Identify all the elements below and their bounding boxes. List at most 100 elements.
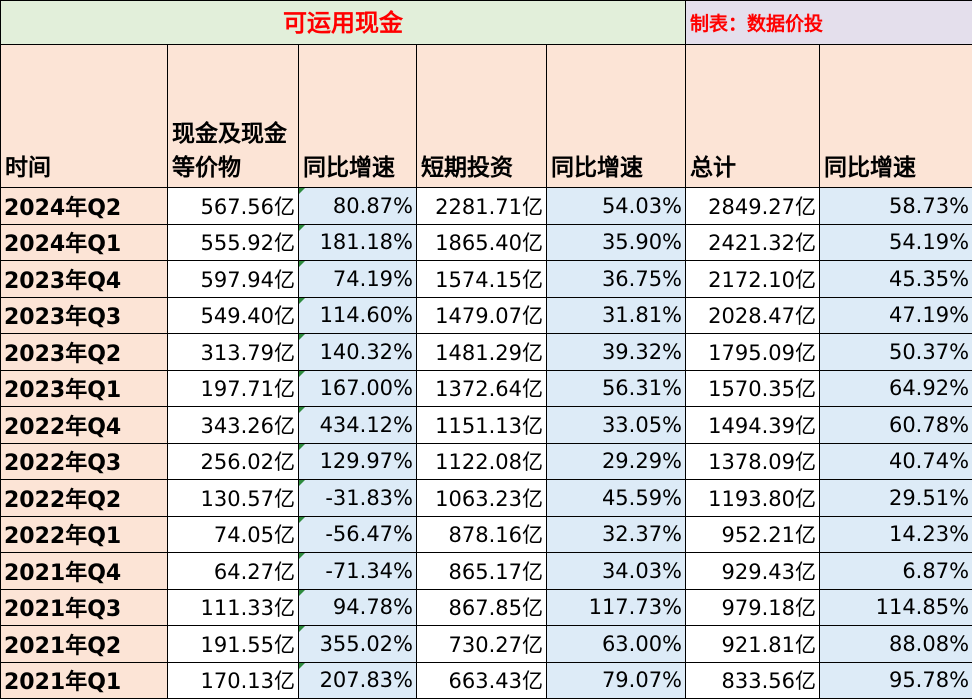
cell-total: 1570.35亿 (685, 369, 821, 407)
cell-total-yoy: 47.19% (819, 296, 972, 334)
header-row: 时间 现金及现金等价物 同比增速 短期投资 同比增速 总计 同比增速 (0, 44, 972, 188)
cell-time: 2022年Q1 (0, 515, 168, 553)
cell-total: 952.21亿 (685, 515, 821, 553)
table-row: 2022年Q4 343.26亿 434.12% 1151.13亿 33.05% 1494.… (0, 406, 972, 444)
cell-short-term-investment: 1574.15亿 (416, 260, 547, 298)
cell-total-yoy: 14.23% (819, 515, 972, 553)
cell-short-term-investment-yoy: 36.75% (545, 260, 687, 298)
table-credit: 制表：数据价投 (685, 0, 972, 45)
cell-cash-yoy: 129.97% (298, 442, 417, 480)
cell-short-term-investment: 730.27亿 (416, 625, 547, 663)
title-row: 可运用现金 制表：数据价投 (0, 0, 972, 45)
table-row: 2023年Q2 313.79亿 140.32% 1481.29亿 39.32% 1795.… (0, 333, 972, 371)
cell-total: 833.56亿 (685, 661, 821, 699)
cell-total-yoy: 95.78% (819, 661, 972, 699)
table-row: 2023年Q1 197.71亿 167.00% 1372.64亿 56.31% 1570.… (0, 369, 972, 407)
cell-short-term-investment: 663.43亿 (416, 661, 547, 699)
cell-cash: 567.56亿 (167, 187, 299, 225)
cell-time: 2021年Q1 (0, 661, 168, 699)
cell-short-term-investment-yoy: 29.29% (545, 442, 687, 480)
cell-cash: 256.02亿 (167, 442, 299, 480)
cell-short-term-investment: 1865.40亿 (416, 223, 547, 261)
cell-total-yoy: 29.51% (819, 479, 972, 517)
table-row: 2022年Q2 130.57亿 -31.83% 1063.23亿 45.59% 1193.… (0, 479, 972, 517)
cell-total-yoy: 54.19% (819, 223, 972, 261)
cell-total-yoy: 114.85% (819, 588, 972, 626)
cell-time: 2023年Q3 (0, 296, 168, 334)
cell-cash-yoy: 80.87% (298, 187, 417, 225)
cell-short-term-investment-yoy: 33.05% (545, 406, 687, 444)
cell-cash: 111.33亿 (167, 588, 299, 626)
cell-time: 2021年Q4 (0, 552, 168, 590)
cell-short-term-investment-yoy: 56.31% (545, 369, 687, 407)
cell-time: 2023年Q2 (0, 333, 168, 371)
cell-cash: 74.05亿 (167, 515, 299, 553)
cell-total: 1378.09亿 (685, 442, 821, 480)
cell-total: 1795.09亿 (685, 333, 821, 371)
header-cash: 现金及现金等价物 (167, 44, 299, 188)
cell-cash-yoy: 94.78% (298, 588, 417, 626)
table-row: 2021年Q2 191.55亿 355.02% 730.27亿 63.00% 921.81… (0, 625, 972, 663)
cell-total: 2172.10亿 (685, 260, 821, 298)
cell-short-term-investment-yoy: 54.03% (545, 187, 687, 225)
cell-short-term-investment-yoy: 79.07% (545, 661, 687, 699)
cell-time: 2023年Q4 (0, 260, 168, 298)
cell-short-term-investment: 1151.13亿 (416, 406, 547, 444)
cell-cash: 555.92亿 (167, 223, 299, 261)
cell-short-term-investment: 1063.23亿 (416, 479, 547, 517)
cell-cash-yoy: -31.83% (298, 479, 417, 517)
header-time: 时间 (0, 44, 168, 188)
cell-total-yoy: 45.35% (819, 260, 972, 298)
cell-total-yoy: 60.78% (819, 406, 972, 444)
cell-short-term-investment: 1481.29亿 (416, 333, 547, 371)
cell-total-yoy: 64.92% (819, 369, 972, 407)
cell-time: 2024年Q1 (0, 223, 168, 261)
cell-time: 2022年Q4 (0, 406, 168, 444)
cell-total: 2421.32亿 (685, 223, 821, 261)
cell-time: 2022年Q2 (0, 479, 168, 517)
cell-short-term-investment-yoy: 32.37% (545, 515, 687, 553)
cell-short-term-investment-yoy: 31.81% (545, 296, 687, 334)
cell-short-term-investment: 2281.71亿 (416, 187, 547, 225)
cell-short-term-investment-yoy: 34.03% (545, 552, 687, 590)
cell-total: 1193.80亿 (685, 479, 821, 517)
cell-cash: 170.13亿 (167, 661, 299, 699)
cell-cash-yoy: 140.32% (298, 333, 417, 371)
cell-cash-yoy: 167.00% (298, 369, 417, 407)
table-row: 2024年Q1 555.92亿 181.18% 1865.40亿 35.90% 2421.… (0, 223, 972, 261)
cell-total-yoy: 58.73% (819, 187, 972, 225)
cell-cash-yoy: 114.60% (298, 296, 417, 334)
cell-total-yoy: 50.37% (819, 333, 972, 371)
table-row: 2021年Q1 170.13亿 207.83% 663.43亿 79.07% 833.56… (0, 661, 972, 699)
table-row: 2021年Q3 111.33亿 94.78% 867.85亿 117.73% 979.18… (0, 588, 972, 626)
cell-time: 2022年Q3 (0, 442, 168, 480)
cell-total-yoy: 88.08% (819, 625, 972, 663)
cell-cash: 343.26亿 (167, 406, 299, 444)
cell-cash-yoy: 74.19% (298, 260, 417, 298)
header-short-term-investment-yoy: 同比增速 (545, 44, 687, 188)
cell-cash: 64.27亿 (167, 552, 299, 590)
cell-short-term-investment: 865.17亿 (416, 552, 547, 590)
cell-short-term-investment: 1122.08亿 (416, 442, 547, 480)
cell-cash-yoy: 355.02% (298, 625, 417, 663)
cell-total: 929.43亿 (685, 552, 821, 590)
cell-total: 979.18亿 (685, 588, 821, 626)
cell-time: 2021年Q3 (0, 588, 168, 626)
cell-total-yoy: 40.74% (819, 442, 972, 480)
cell-short-term-investment-yoy: 45.59% (545, 479, 687, 517)
table-title: 可运用现金 (0, 0, 687, 45)
header-short-term-investment: 短期投资 (416, 44, 547, 188)
table-row: 2021年Q4 64.27亿 -71.34% 865.17亿 34.03% 929.43亿… (0, 552, 972, 590)
cell-cash: 549.40亿 (167, 296, 299, 334)
cell-cash-yoy: -71.34% (298, 552, 417, 590)
header-total-yoy: 同比增速 (819, 44, 972, 188)
cell-short-term-investment-yoy: 39.32% (545, 333, 687, 371)
cell-cash-yoy: 434.12% (298, 406, 417, 444)
table-row: 2023年Q3 549.40亿 114.60% 1479.07亿 31.81% 2028.… (0, 296, 972, 334)
cell-short-term-investment: 1372.64亿 (416, 369, 547, 407)
table-row: 2023年Q4 597.94亿 74.19% 1574.15亿 36.75% 2172.1… (0, 260, 972, 298)
cell-time: 2021年Q2 (0, 625, 168, 663)
cell-total: 921.81亿 (685, 625, 821, 663)
cell-short-term-investment-yoy: 35.90% (545, 223, 687, 261)
